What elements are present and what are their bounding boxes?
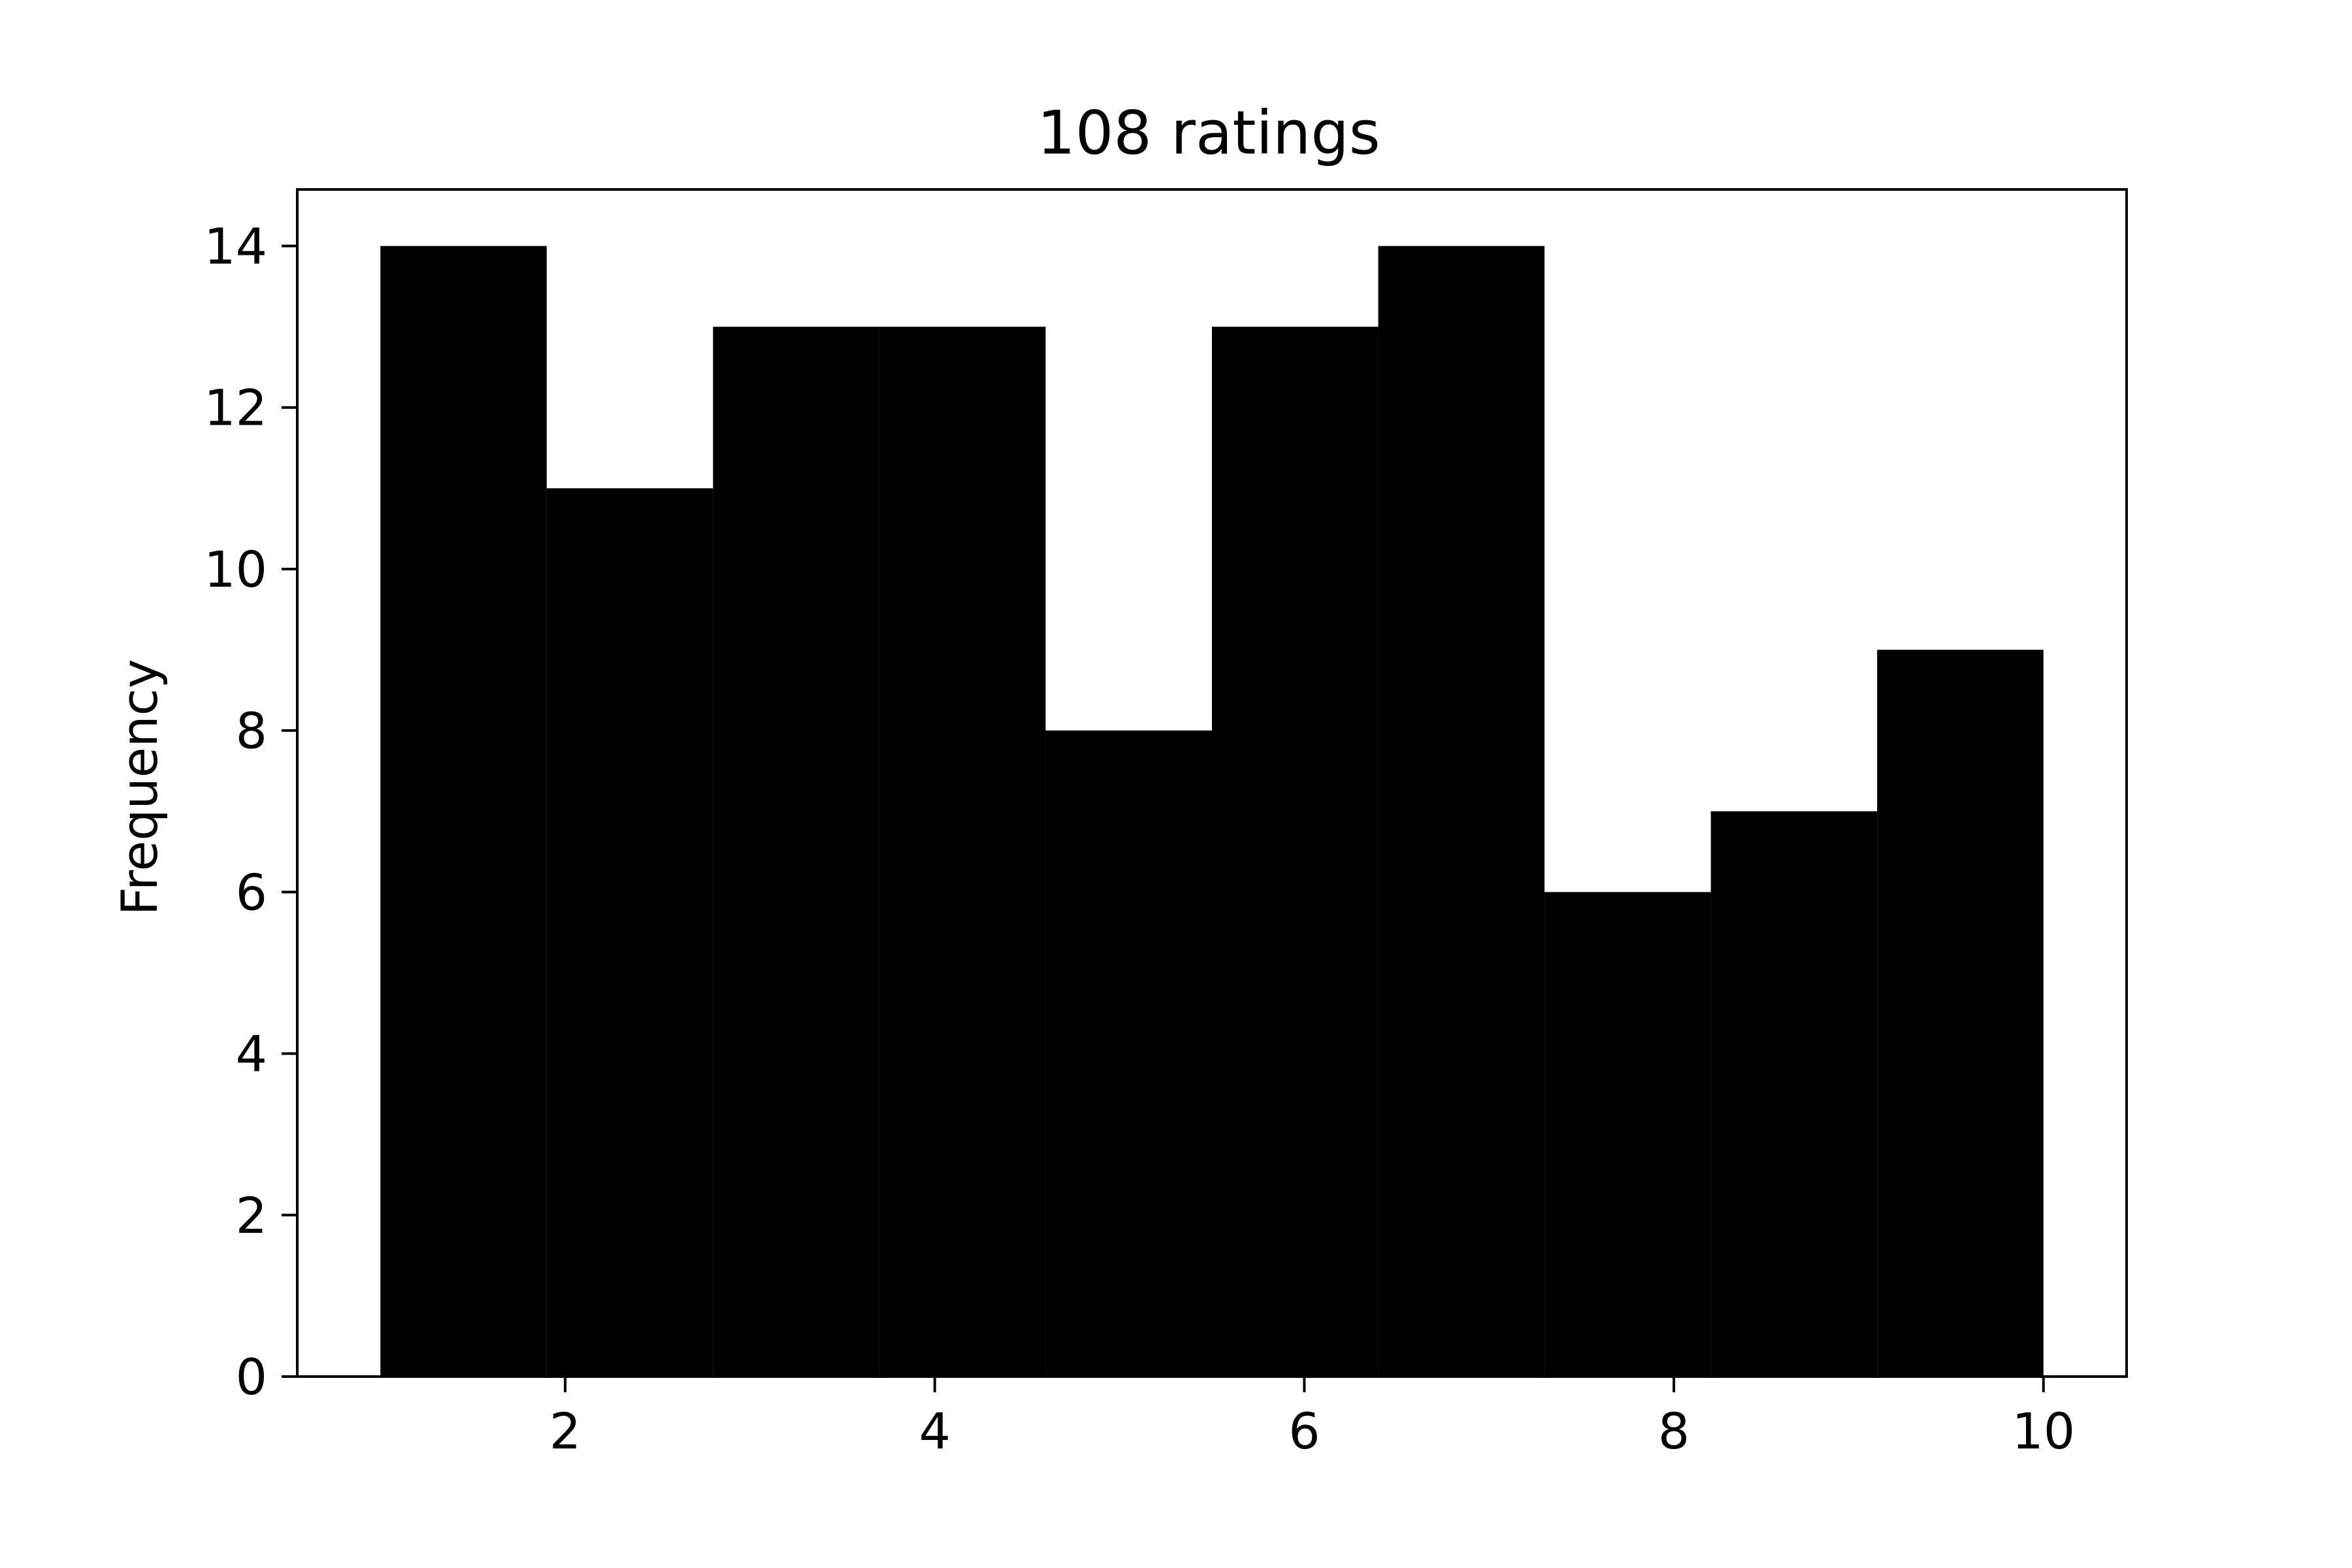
histogram-bar-7 bbox=[1378, 246, 1545, 1377]
y-tick-label: 10 bbox=[204, 540, 267, 598]
histogram-bar-6 bbox=[1212, 327, 1379, 1377]
histogram-bar-5 bbox=[1045, 730, 1212, 1377]
x-tick-label: 10 bbox=[2012, 1402, 2075, 1460]
chart-title: 108 ratings bbox=[1037, 98, 1380, 168]
histogram-bar-1 bbox=[380, 246, 547, 1377]
y-axis-label: Frequency bbox=[110, 659, 169, 916]
y-tick-label: 0 bbox=[236, 1348, 267, 1406]
bars-group bbox=[380, 246, 2044, 1377]
x-tick-label: 4 bbox=[919, 1402, 951, 1460]
y-axis-ticks: 0 2 4 6 8 10 12 14 bbox=[204, 218, 297, 1406]
x-tick-label: 8 bbox=[1658, 1402, 1690, 1460]
y-tick-label: 14 bbox=[204, 218, 267, 276]
histogram-bar-8 bbox=[1544, 892, 1711, 1377]
plot-frame bbox=[296, 188, 2128, 1378]
histogram-bar-2 bbox=[546, 488, 713, 1377]
x-axis-ticks: 2 4 6 8 10 bbox=[549, 1377, 2075, 1460]
histogram-bar-10 bbox=[1877, 649, 2044, 1377]
y-tick-label: 12 bbox=[204, 379, 267, 437]
y-tick-label: 2 bbox=[236, 1186, 267, 1245]
x-tick-label: 6 bbox=[1288, 1402, 1320, 1460]
y-tick-label: 4 bbox=[236, 1025, 267, 1083]
y-tick-label: 6 bbox=[236, 863, 267, 921]
histogram-bar-4 bbox=[879, 327, 1046, 1377]
histogram-bar-9 bbox=[1710, 811, 1878, 1377]
x-tick-label: 2 bbox=[549, 1402, 581, 1460]
histogram-bar-3 bbox=[713, 327, 879, 1377]
y-tick-label: 8 bbox=[236, 702, 267, 760]
